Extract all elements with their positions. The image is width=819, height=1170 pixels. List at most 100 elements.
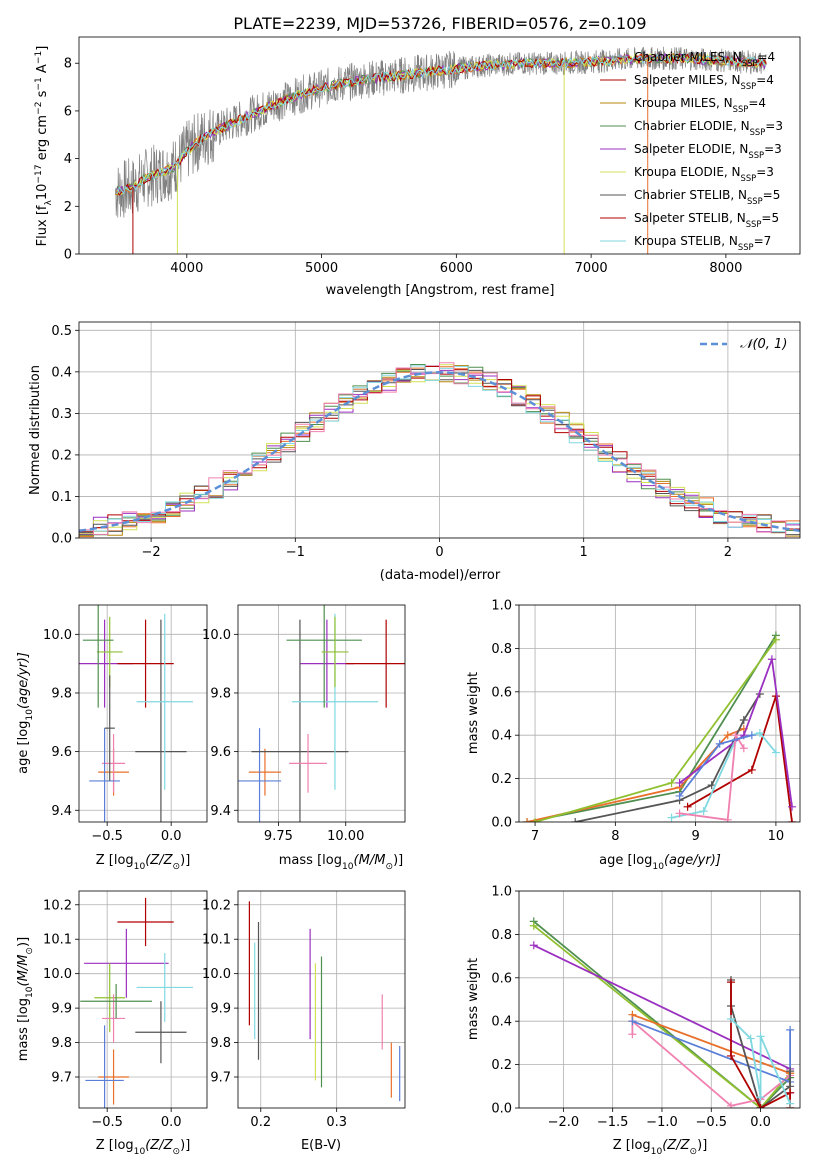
weight-marker-3-3: [739, 716, 748, 725]
weight-series-line-7: [730, 982, 791, 1108]
legend-label-7: Salpeter STELIB, NSSP=5: [634, 211, 779, 229]
spectrum-model-line-6: [115, 52, 767, 195]
weight-marker-5-2: [786, 1025, 795, 1034]
errorbar-point-6: [289, 734, 327, 793]
y-tick-label-3: 10.0: [43, 628, 72, 643]
legend-label: 𝒩(0, 1): [740, 337, 787, 352]
weight-series-line-1: [533, 924, 791, 1108]
x-axis-label: age [log10(age/yr)]: [599, 853, 721, 872]
x-axis-label: wavelength [Angstrom, rest frame]: [326, 283, 555, 298]
y-tick-label-0: 0.0: [491, 1102, 512, 1117]
errorbar-point-6: [89, 728, 120, 822]
weight-marker-6-4: [786, 1067, 795, 1076]
y-tick-label-0: 0.0: [51, 532, 72, 547]
errorbar-point-7: [286, 605, 362, 708]
y-tick-label-2: 0.4: [491, 1015, 512, 1030]
y-tick-label-5: 10.2: [43, 898, 72, 913]
y-axis-label: Normed distribution: [28, 365, 43, 495]
y-axis-label: age [log10(age/yr)]: [16, 652, 35, 774]
errorbar-point-6: [117, 897, 174, 947]
axes-mass_vs_Z: −0.5 0.0 9.7 9.8 9.9 10.0 10.1 10.2 Z [log10(Z/Z…: [16, 890, 208, 1157]
axes-frame-spectrum: [78, 36, 801, 255]
weight-marker-5-2: [767, 655, 776, 664]
errorbar-point-1: [238, 728, 282, 822]
y-tick-label-0: 9.4: [51, 804, 72, 819]
weight-marker-2-2: [771, 635, 780, 644]
y-tick-label-1: 9.8: [210, 1036, 231, 1051]
axes-frame-mass_vs_EBV: [237, 890, 406, 1109]
weight-marker-8-1: [715, 739, 724, 748]
x-tick-label-0: −0.5: [91, 1115, 123, 1130]
y-tick-label-5: 0.5: [51, 324, 72, 339]
weight-marker-8-0: [726, 1015, 735, 1024]
y-tick-label-2: 0.4: [491, 729, 512, 744]
plot-area-spectrum: [114, 46, 767, 254]
errorbar-point-3: [251, 619, 349, 822]
y-tick-label-3: 10.0: [202, 967, 231, 982]
axes-age_vs_Z: −0.5 0.0 9.4 9.6 9.8 10.0 Z [log10(Z/Z⊙)] age […: [16, 604, 208, 872]
plot-area-age_vs_mass: [238, 605, 405, 822]
errorbar-point-4: [102, 994, 126, 1043]
y-axis-label: Flux [fλ10−17 erg cm−2 s−1 A−1]: [34, 46, 54, 247]
x-tick-label-2: −1.0: [646, 1115, 678, 1130]
plot-area-mass_vs_EBV: [238, 891, 405, 1108]
weight-series-7: [675, 731, 748, 822]
legend-label-4: Salpeter ELODIE, NSSP=3: [634, 142, 782, 160]
x-tick-label-1: 8: [611, 829, 619, 844]
plot-area-weight_vs_age: [519, 605, 800, 822]
x-tick-label-2: 6000: [440, 261, 473, 276]
x-tick-label-0: −2: [142, 545, 161, 560]
y-tick-label-4: 10.1: [43, 933, 72, 948]
axes-weight_vs_age: 7 8 9 10 0.0 0.2 0.4 0.6 0.8 1.0 age [log10(age/yr…: [466, 599, 801, 872]
x-tick-label-2: 0: [435, 545, 443, 560]
y-tick-label-0: 9.4: [210, 804, 231, 819]
x-tick-label-3: −0.5: [695, 1115, 727, 1130]
weight-marker-5-3: [787, 802, 796, 811]
y-tick-label-0: 0.0: [491, 816, 512, 831]
weight-marker-8-2: [747, 731, 756, 740]
x-tick-label-0: 0.2: [250, 1115, 271, 1130]
weight-marker-8-1: [746, 1034, 755, 1043]
weight-marker-6-4: [771, 748, 780, 757]
weight-marker-7-3: [786, 1088, 795, 1097]
errorbar-point-7: [136, 953, 193, 1022]
weight-marker-6-0: [667, 813, 676, 822]
legend-label-3: Chabrier ELODIE, NSSP=3: [634, 119, 783, 137]
x-tick-label-4: 8000: [709, 261, 742, 276]
axes-age_vs_mass: 9.75 10.00 9.4 9.6 9.8 10.0 mass [log10(M/M⊙)]: [202, 604, 406, 872]
plot-area-residuals: [79, 322, 800, 538]
y-tick-label-3: 0.6: [491, 971, 512, 986]
weight-marker-1-0: [523, 818, 532, 822]
errorbar-point-9: [104, 675, 115, 781]
plot-area-age_vs_Z: [79, 605, 207, 822]
y-tick-label-3: 0.6: [491, 685, 512, 700]
weight-marker-1-2: [723, 731, 732, 740]
y-tick-label-2: 9.8: [51, 686, 72, 701]
x-axis-label: Z [log10(Z/Z⊙)]: [96, 1138, 191, 1157]
weight-marker-8-3: [756, 1032, 765, 1041]
y-tick-label-1: 9.6: [210, 745, 231, 760]
weight-marker-7-0: [675, 809, 684, 818]
y-tick-label-5: 1.0: [491, 599, 512, 614]
x-tick-label-1: 0.0: [161, 829, 182, 844]
y-axis-label: mass weight: [466, 672, 481, 754]
y-tick-label-2: 9.9: [210, 1002, 231, 1017]
x-axis-label: E(B-V): [301, 1138, 341, 1153]
y-tick-label-1: 2: [64, 200, 72, 215]
errorbar-point-8: [82, 605, 114, 708]
weight-marker-4-3: [787, 818, 796, 822]
y-tick-label-4: 0.8: [491, 642, 512, 657]
x-tick-label-4: 2: [724, 545, 732, 560]
legend-label-5: Kroupa ELODIE, NSSP=3: [634, 165, 774, 183]
axes-frame-residuals: [78, 321, 801, 539]
weight-series-line-5: [679, 658, 793, 807]
axes-weight_vs_Z: −2.0 −1.5 −1.0 −0.5 0.0 0.0 0.2 0.4 0.6 0.8 1.0 Z […: [466, 885, 801, 1157]
weight-marker-4-0: [628, 1030, 637, 1039]
x-tick-label-3: 1: [580, 545, 588, 560]
weight-marker-5-0: [675, 778, 684, 787]
weight-marker-6-3: [755, 729, 764, 738]
errorbar-point-2: [84, 928, 169, 998]
weight-series-2: [531, 635, 780, 822]
errorbar-point-5: [135, 1001, 187, 1064]
y-tick-label-1: 0.1: [51, 490, 72, 505]
